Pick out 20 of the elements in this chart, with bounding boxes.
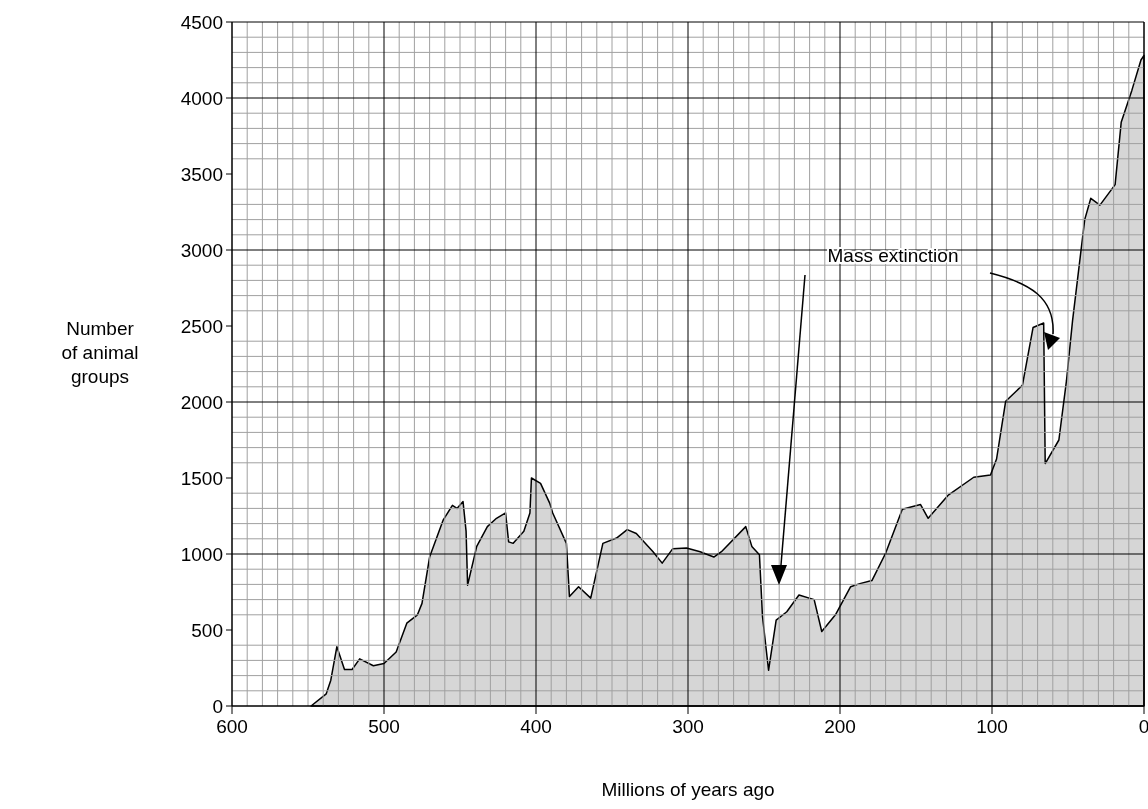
y-tick-label: 4000 [180,88,223,109]
y-tick-label: 2500 [180,316,223,337]
x-tick-label: 0 [1138,716,1148,737]
x-tick-label: 600 [216,716,248,737]
y-tick-label: 500 [191,620,223,641]
y-tick-label: 2000 [180,392,223,413]
y-tick-label: 0 [212,696,223,717]
y-tick-label: 4500 [180,12,223,33]
x-axis-title: Millions of years ago [601,779,775,800]
x-tick-label: 100 [976,716,1008,737]
annotation: Mass extinction [827,245,959,266]
x-tick-label: 500 [368,716,400,737]
x-tick-label: 300 [672,716,704,737]
y-tick-label: 3000 [180,240,223,261]
y-axis-title: Number of animal groups [61,318,139,387]
y-tick-label: 1500 [180,468,223,489]
y-tick-label: 3500 [180,164,223,185]
y-tick-label: 1000 [180,544,223,565]
x-tick-label: 400 [520,716,552,737]
x-tick-label: 200 [824,716,856,737]
